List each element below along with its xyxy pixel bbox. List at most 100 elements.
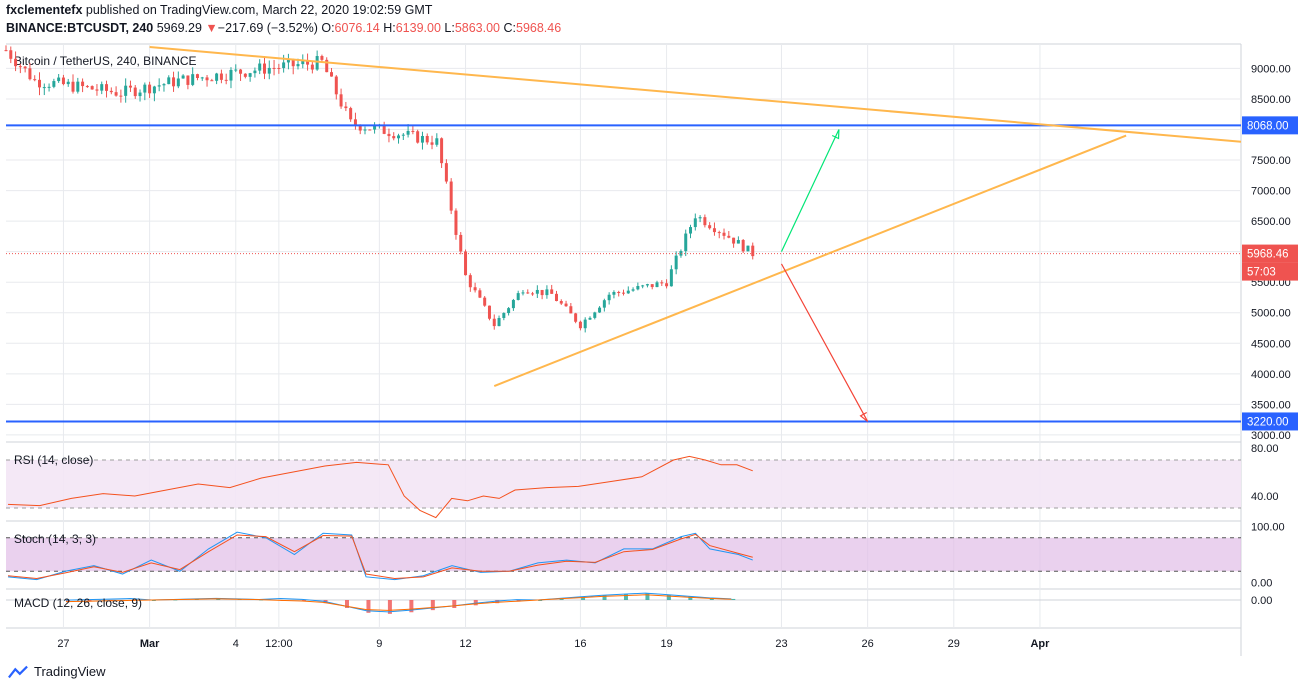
footer-brand[interactable]: TradingView (34, 664, 106, 679)
price-tick-label: 4500.00 (1251, 338, 1291, 350)
macd-histogram-bar (645, 593, 650, 600)
rsi-tick-label: 80.00 (1251, 443, 1279, 455)
time-tick-label: 16 (574, 638, 586, 650)
rsi-tick-label: 40.00 (1251, 491, 1279, 503)
candle-body (746, 245, 750, 252)
candle-body (349, 108, 353, 120)
candle-body (454, 210, 458, 235)
candle-body (502, 313, 506, 318)
candle-body (128, 85, 132, 88)
time-tick-label: 27 (57, 638, 69, 650)
candle-body (234, 69, 238, 71)
candle-body (373, 125, 377, 130)
candle-body (397, 135, 401, 139)
candle-body (119, 95, 123, 97)
candle-body (722, 232, 726, 236)
candle-body (736, 240, 740, 244)
price-label-box (1242, 244, 1298, 263)
candle-body (52, 81, 56, 87)
macd-histogram-bar (731, 598, 736, 600)
candle-body (655, 282, 659, 288)
candle-body (14, 58, 18, 67)
candle-body (296, 64, 300, 67)
bearish-arrow (780, 263, 869, 422)
open-value: 6076.14 (334, 21, 380, 35)
candle-body (741, 240, 745, 252)
macd-tick-label: 0.00 (1251, 595, 1272, 607)
candle-body (598, 307, 602, 313)
candle-body (358, 125, 362, 131)
candle-body (47, 86, 51, 88)
macd-histogram-bar (387, 600, 392, 614)
candle-body (219, 73, 223, 80)
candle-body (162, 84, 166, 86)
candle-body (239, 69, 243, 74)
price-label-text: 5968.46 (1247, 249, 1289, 261)
macd-histogram-bar (409, 600, 414, 613)
candle-body (574, 313, 578, 322)
time-tick-label: 4 (233, 638, 239, 650)
macd-histogram-bar (666, 594, 671, 600)
candle-body (583, 319, 587, 329)
candle-body (148, 84, 152, 94)
published-text: published on TradingView.com, March 22, … (85, 3, 433, 17)
candle-body (253, 70, 257, 74)
stoch-tick-label: 0.00 (1251, 577, 1272, 589)
symbol-name[interactable]: BINANCE:BTCUSDT, 240 (6, 21, 154, 35)
macd-histogram-bar (344, 600, 349, 608)
candle-body (416, 131, 420, 143)
candle-body (612, 292, 616, 295)
macd-signal-line (65, 594, 732, 611)
candle-body (564, 303, 568, 307)
publisher-name[interactable]: fxclementefx (6, 3, 83, 17)
candle-body (708, 225, 712, 229)
candle-body (679, 251, 683, 256)
candle-body (444, 163, 448, 182)
candle-body (449, 181, 453, 211)
candle-body (540, 289, 544, 296)
candle-body (535, 289, 539, 294)
macd-histogram-bar (581, 596, 586, 600)
candle-body (516, 293, 520, 300)
candle-body (732, 237, 736, 244)
candle-body (81, 81, 85, 87)
candle-body (114, 92, 118, 96)
trading-chart[interactable]: 9000.008500.008000.007500.007000.006500.… (0, 40, 1307, 656)
candle-body (392, 136, 396, 139)
candle-body (459, 234, 463, 252)
candle-body (344, 106, 348, 109)
candle-body (751, 245, 755, 257)
price-tick-label: 5000.00 (1251, 308, 1291, 320)
candle-body (186, 75, 190, 85)
candle-body (272, 67, 276, 69)
rsi-line (7, 455, 753, 519)
stoch-line (7, 531, 753, 581)
rsi-band (6, 460, 1241, 508)
candle-body (440, 138, 444, 164)
candle-body (195, 74, 199, 79)
candle-body (200, 77, 204, 79)
candle-body (76, 81, 80, 92)
candle-body (636, 285, 640, 290)
candle-body (38, 79, 42, 88)
candle-body (353, 119, 357, 126)
stoch-band (6, 537, 1241, 572)
price-tick-label: 8500.00 (1251, 94, 1291, 106)
candle-body (306, 60, 310, 65)
candle-body (411, 130, 415, 132)
macd-histogram-bar (452, 600, 457, 608)
candle-body (631, 289, 635, 291)
candle-body (602, 300, 606, 308)
price-tick-label: 3000.00 (1251, 430, 1291, 442)
macd-histogram-bar (151, 600, 156, 601)
candle-body (267, 67, 271, 74)
candle-body (406, 130, 410, 135)
candle-body (339, 94, 343, 107)
candle-body (315, 56, 319, 70)
candle-body (468, 275, 472, 288)
candle-body (665, 283, 669, 287)
macd-histogram-bar (559, 598, 564, 600)
price-tick-label: 9000.00 (1251, 63, 1291, 75)
candle-body (210, 80, 214, 82)
candle-body (143, 84, 147, 93)
